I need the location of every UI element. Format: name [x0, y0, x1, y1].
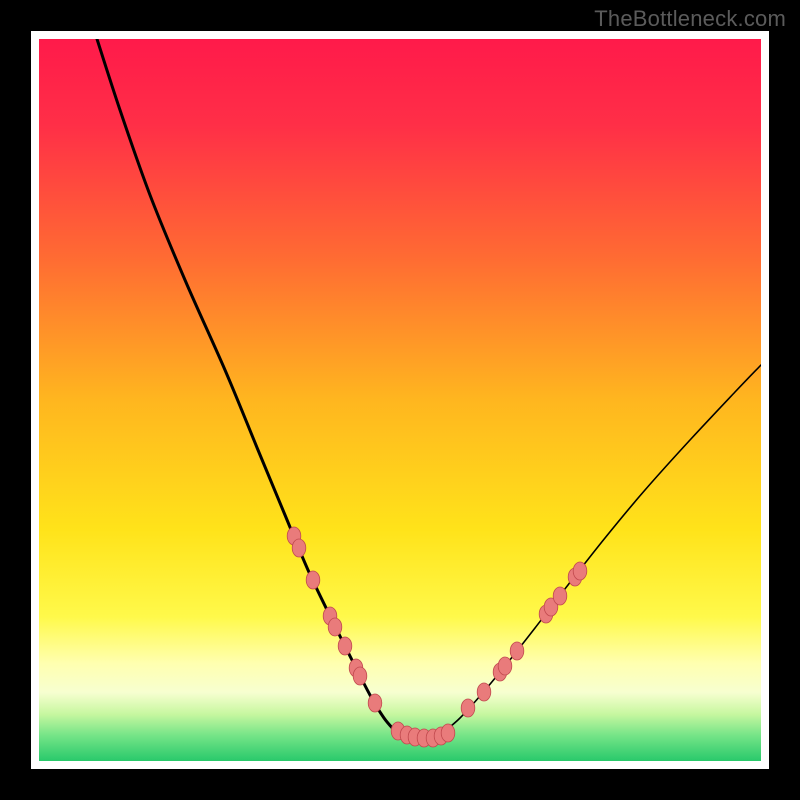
marker-point [292, 539, 306, 557]
marker-point [553, 587, 567, 605]
marker-point [441, 724, 455, 742]
marker-point [461, 699, 475, 717]
marker-point [477, 683, 491, 701]
marker-point [353, 667, 367, 685]
marker-point [368, 694, 382, 712]
marker-point [510, 642, 524, 660]
chart-svg [0, 0, 800, 800]
chart-frame: TheBottleneck.com [0, 0, 800, 800]
marker-point [306, 571, 320, 589]
marker-point [338, 637, 352, 655]
marker-point [498, 657, 512, 675]
marker-point [573, 562, 587, 580]
plot-background [39, 39, 761, 761]
watermark-text: TheBottleneck.com [594, 6, 786, 32]
marker-point [328, 618, 342, 636]
